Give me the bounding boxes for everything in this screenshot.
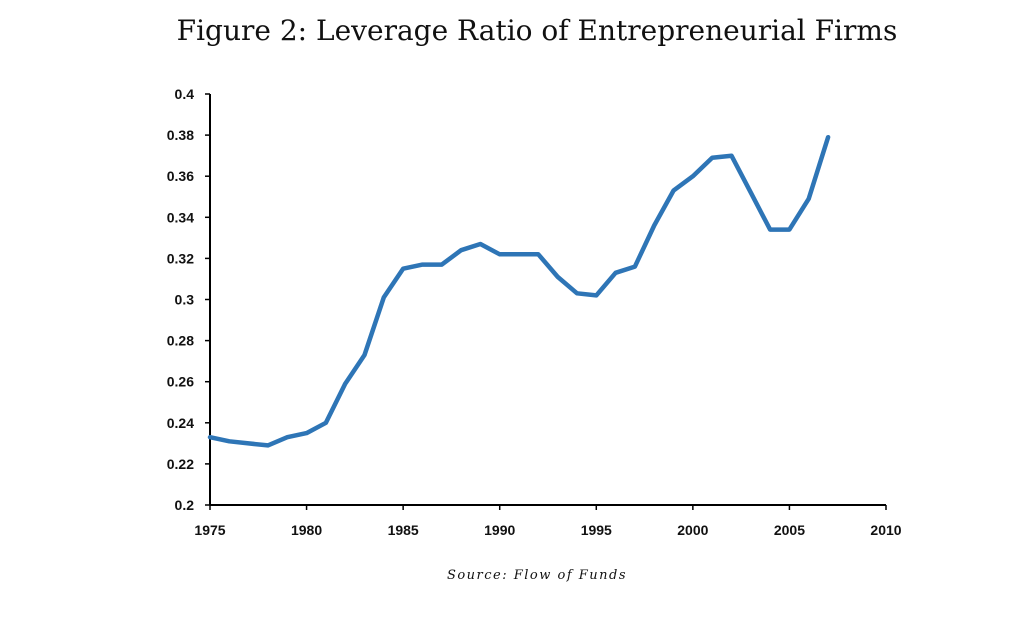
- x-tick-label: 1990: [484, 522, 515, 538]
- y-tick-label: 0.34: [167, 209, 194, 225]
- x-tick-label: 2010: [870, 522, 901, 538]
- x-tick-label: 2005: [774, 522, 805, 538]
- x-tick-label: 1975: [194, 522, 225, 538]
- y-tick-label: 0.22: [167, 456, 194, 472]
- y-tick-label: 0.32: [167, 250, 194, 266]
- x-tick-label: 1985: [388, 522, 419, 538]
- chart-title: Figure 2: Leverage Ratio of Entrepreneur…: [176, 14, 898, 47]
- y-tick-label: 0.36: [167, 168, 194, 184]
- x-tick-label: 2000: [677, 522, 708, 538]
- y-tick-label: 0.38: [167, 127, 194, 143]
- x-tick-label: 1995: [581, 522, 612, 538]
- x-tick-label: 1980: [291, 522, 322, 538]
- series-line: [207, 134, 831, 448]
- y-tick-label: 0.4: [175, 86, 195, 102]
- y-tick-label: 0.24: [167, 415, 194, 431]
- y-tick-label: 0.3: [175, 292, 195, 308]
- y-axis-ticks: 0.2 0.22 0.24 0.26 0.28 0.3 0.32 0.34 0.36 0.38 0.…: [167, 86, 210, 513]
- y-tick-label: 0.28: [167, 333, 194, 349]
- chart-source-note: Source: Flow of Funds: [446, 568, 628, 583]
- y-tick-label: 0.2: [175, 497, 195, 513]
- x-axis-ticks: 1975 1980 1985 1990 1995 2000 2005 2010: [194, 505, 902, 538]
- y-tick-label: 0.26: [167, 374, 194, 390]
